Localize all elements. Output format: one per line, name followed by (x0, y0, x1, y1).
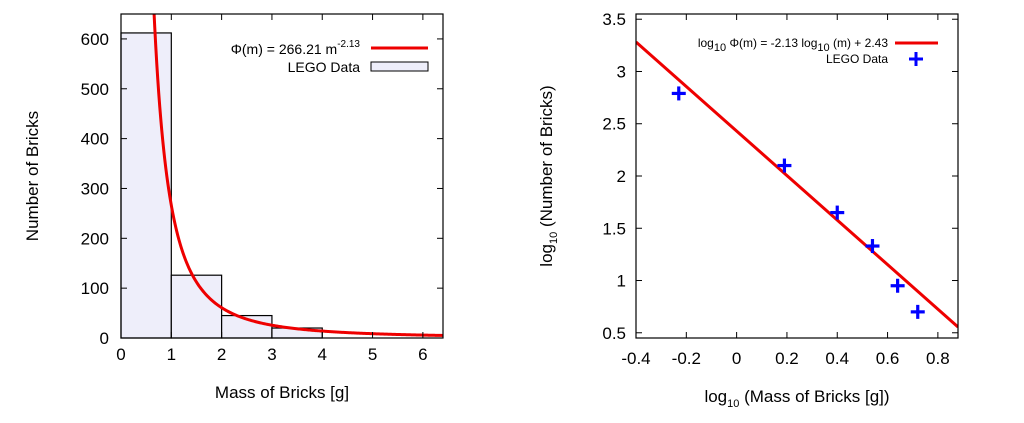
x-tick-label: 6 (418, 345, 427, 364)
y-tick-label: 2 (617, 167, 626, 186)
x-tick-label: 0.6 (876, 349, 900, 368)
right-legend-data-marker (909, 52, 923, 66)
y-tick-label: 200 (81, 229, 109, 248)
right-x-axis-label: log10 (Mass of Bricks [g]) (704, 387, 889, 410)
y-tick-label: 400 (81, 130, 109, 149)
left-legend-fit-label: Φ(m) = 266.21 m-2.13 (231, 39, 361, 57)
histogram-chart: 0 1 2 3 4 5 6 0 100 200 300 400 500 600 Mass of Brick… (23, 13, 444, 402)
y-tick-label: 3 (617, 62, 626, 81)
y-tick-label: 2.5 (602, 115, 626, 134)
y-tick-label: 1.5 (602, 219, 626, 238)
data-point (890, 278, 905, 293)
left-legend: Φ(m) = 266.21 m-2.13 LEGO Data (231, 39, 429, 75)
right-y-axis-label: log10 (Number of Bricks) (537, 85, 560, 266)
left-legend-data-label: LEGO Data (288, 59, 361, 75)
left-axis-ticks: 0 1 2 3 4 5 6 0 100 200 300 400 500 600 (81, 14, 443, 364)
data-point (910, 304, 925, 319)
x-tick-label: 0 (732, 349, 741, 368)
right-axis-ticks: -0.4 -0.2 0 0.2 0.4 0.6 0.8 0.5 1 1.5 2 2.5 3 3.5 (602, 10, 958, 368)
right-plot-frame (635, 13, 959, 339)
histogram-bar (170, 274, 223, 339)
left-plot-frame (120, 13, 444, 339)
x-tick-label: -0.4 (621, 349, 650, 368)
log-data-points (671, 86, 925, 319)
log-log-chart: -0.4 -0.2 0 0.2 0.4 0.6 0.8 0.5 1 1.5 2 2.5 3 3.5 log… (537, 10, 959, 410)
x-tick-label: 0.4 (825, 349, 849, 368)
x-tick-label: 5 (368, 345, 377, 364)
histogram-bars (120, 32, 323, 339)
right-legend-fit-label: log10 Φ(m) = -2.13 log10 (m) + 2.43 (698, 36, 888, 54)
y-tick-label: 0 (100, 329, 109, 348)
right-legend-data-label: LEGO Data (826, 52, 888, 66)
x-tick-label: 0.8 (926, 349, 950, 368)
left-y-axis-label: Number of Bricks (23, 111, 42, 241)
y-tick-label: 300 (81, 179, 109, 198)
x-tick-label: 1 (167, 345, 176, 364)
data-point (865, 239, 880, 254)
y-tick-label: 1 (617, 272, 626, 291)
y-tick-label: 0.5 (602, 324, 626, 343)
right-legend: log10 Φ(m) = -2.13 log10 (m) + 2.43 LEGO… (698, 36, 938, 66)
x-tick-label: 4 (318, 345, 327, 364)
power-law-fit-curve (152, 14, 443, 337)
x-tick-label: 3 (267, 345, 276, 364)
histogram-bar (120, 32, 172, 339)
x-tick-label: 2 (217, 345, 226, 364)
y-tick-label: 3.5 (602, 10, 626, 29)
data-point (777, 158, 792, 173)
log-fit-line (636, 40, 958, 329)
y-tick-label: 600 (81, 30, 109, 49)
y-tick-label: 500 (81, 80, 109, 99)
x-tick-label: -0.2 (672, 349, 701, 368)
x-tick-label: 0.2 (775, 349, 799, 368)
x-tick-label: 0 (116, 345, 125, 364)
left-x-axis-label: Mass of Bricks [g] (215, 383, 349, 402)
data-point (830, 205, 845, 220)
data-point (671, 86, 686, 101)
y-tick-label: 100 (81, 279, 109, 298)
left-legend-data-swatch (370, 61, 429, 72)
